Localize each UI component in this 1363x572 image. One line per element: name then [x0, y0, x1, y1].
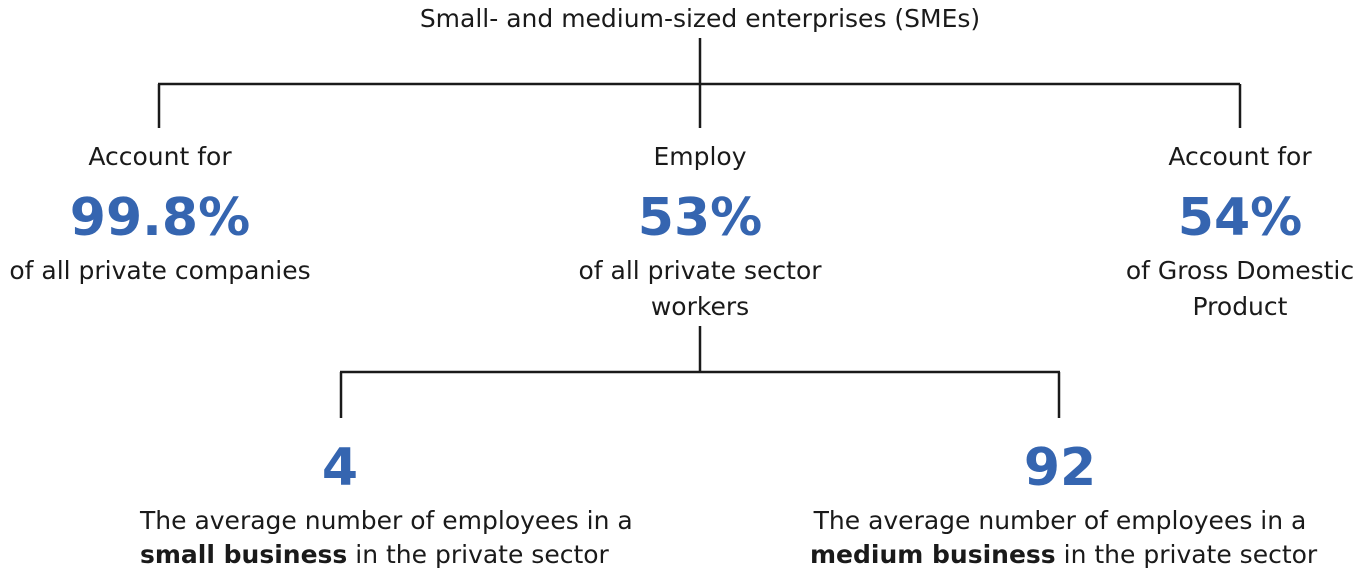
medium-business-value: 92 — [1023, 438, 1097, 498]
stat-3-desc-line1: of Gross Domestic — [1125, 256, 1355, 285]
small-business-rest: in the private sector — [347, 540, 609, 569]
stat-2-desc-line1: of all private sector — [578, 256, 822, 285]
medium-business-desc-line2: medium business in the private sector — [810, 538, 1317, 572]
stat-1-intro: Account for — [88, 142, 232, 171]
small-business-value: 4 — [321, 438, 359, 498]
small-business-desc-line1: The average number of employees in a — [140, 506, 633, 535]
stat-3-intro: Account for — [1168, 142, 1312, 171]
stat-2-intro: Employ — [653, 142, 747, 171]
small-business-desc-line2: small business in the private sector — [140, 538, 609, 572]
medium-business-desc-line1: The average number of employees in a — [813, 506, 1307, 535]
root-label: Small- and medium-sized enterprises (SME… — [419, 4, 981, 33]
stat-3-value: 54% — [1177, 188, 1303, 248]
stat-2-value: 53% — [637, 188, 763, 248]
stat-2-desc-line2: workers — [650, 292, 750, 321]
medium-business-bold: medium business — [810, 540, 1056, 569]
stat-1-desc: of all private companies — [9, 256, 311, 285]
stat-3-desc-line2: Product — [1192, 292, 1288, 321]
small-business-bold: small business — [140, 540, 348, 569]
medium-business-rest: in the private sector — [1055, 540, 1318, 569]
stat-1-value: 99.8% — [69, 188, 251, 248]
